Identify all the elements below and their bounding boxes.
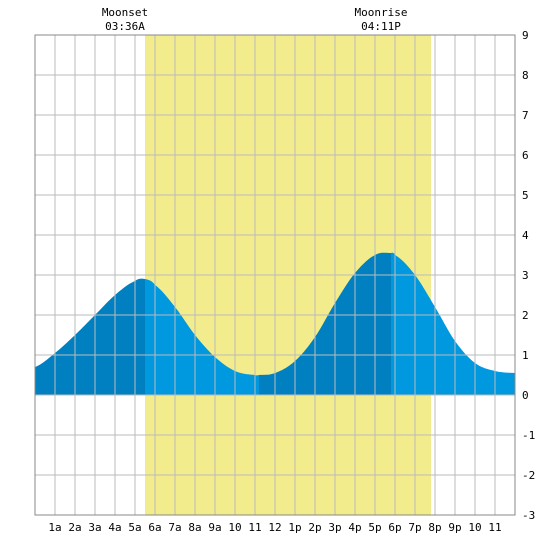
y-tick-label: 0: [522, 389, 529, 402]
x-tick-labels: 1a 2a 3a 4a 5a 6a 7a 8a 9a 10 11 12 1p 2p 3p 4p 5p 6p 7p 8p…: [48, 521, 501, 534]
y-tick-label: 6: [522, 149, 529, 162]
y-tick-label: 8: [522, 69, 529, 82]
plot-frame: [34, 34, 516, 516]
x-tick-label: 4p: [348, 521, 361, 534]
x-tick-label: 1a: [48, 521, 61, 534]
x-tick-label: 5p: [368, 521, 381, 534]
x-tick-label: 6p: [388, 521, 401, 534]
x-tick-label: 1p: [288, 521, 301, 534]
x-tick-label: 11: [248, 521, 261, 534]
y-tick-label: -3: [522, 509, 535, 522]
x-tick-label: 2p: [308, 521, 321, 534]
x-tick-label: 10: [468, 521, 481, 534]
y-tick-label: 2: [522, 309, 529, 322]
y-tick-labels: -3 -2 -1 0 1 2 3 4 5 6 7 8 9: [522, 29, 535, 522]
y-tick-label: -2: [522, 469, 535, 482]
x-tick-label: 10: [228, 521, 241, 534]
moonrise-time: 04:11P: [361, 20, 401, 33]
x-tick-label: 7a: [168, 521, 181, 534]
y-tick-label: 1: [522, 349, 529, 362]
x-tick-label: 3p: [328, 521, 341, 534]
y-tick-label: 5: [522, 189, 529, 202]
x-tick-label: 5a: [128, 521, 141, 534]
x-tick-label: 3a: [88, 521, 101, 534]
moonrise-title: Moonrise: [355, 6, 408, 19]
frame-layer: [34, 34, 516, 516]
x-tick-label: 2a: [68, 521, 81, 534]
x-tick-label: 11: [488, 521, 501, 534]
tide-segment-3: [259, 252, 391, 395]
x-tick-label: 12: [268, 521, 281, 534]
x-tick-label: 8a: [188, 521, 201, 534]
x-tick-label: 9p: [448, 521, 461, 534]
x-tick-label: 6a: [148, 521, 161, 534]
x-tick-label: 4a: [108, 521, 121, 534]
y-tick-label: 3: [522, 269, 529, 282]
y-tick-label: 7: [522, 109, 529, 122]
x-tick-label: 9a: [208, 521, 221, 534]
tide-segment-1: [35, 278, 145, 395]
y-tick-label: 9: [522, 29, 529, 42]
tide-segment-4: [391, 252, 515, 395]
tide-layer: [35, 252, 515, 395]
x-tick-label: 8p: [428, 521, 441, 534]
moonset-title: Moonset: [102, 6, 148, 19]
y-tick-label: 4: [522, 229, 529, 242]
tide-segment-2: [145, 279, 259, 395]
moonset-time: 03:36A: [105, 20, 145, 33]
x-tick-label: 7p: [408, 521, 421, 534]
grid-layer: [35, 35, 515, 515]
y-tick-label: -1: [522, 429, 535, 442]
